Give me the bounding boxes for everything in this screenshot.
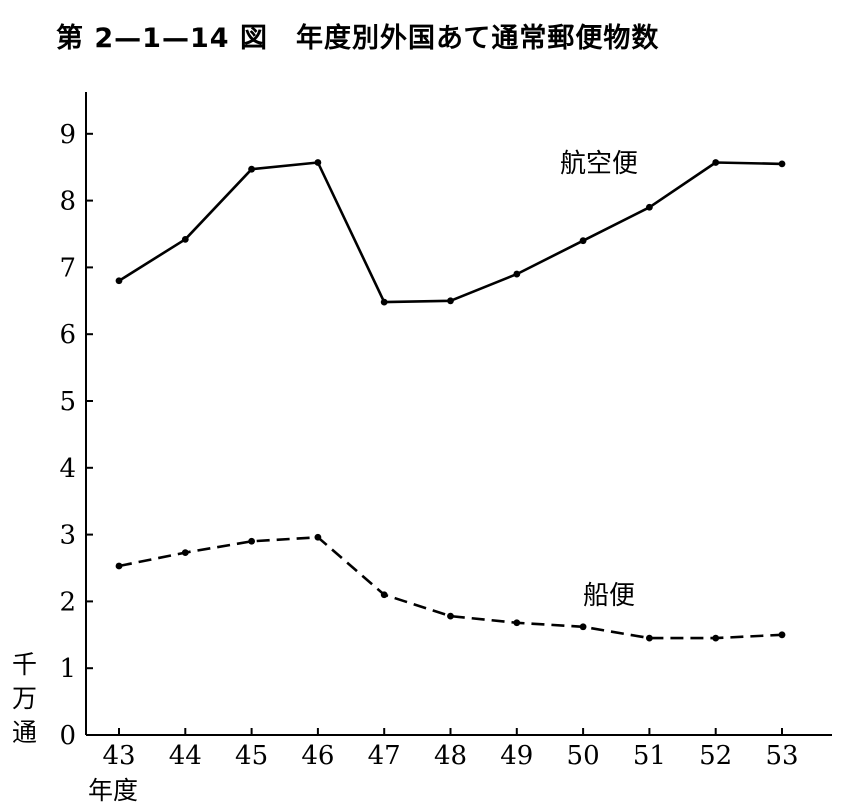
data-point [380, 591, 388, 599]
data-point [646, 634, 653, 642]
data-point [314, 533, 322, 541]
data-point [778, 631, 786, 639]
series-line-2 [118, 535, 783, 640]
data-point [314, 159, 322, 166]
y-tick-label: 8 [59, 187, 76, 217]
data-point [712, 634, 720, 642]
x-tick-label: 52 [699, 741, 732, 771]
series-lines [115, 159, 786, 642]
y-axis-unit-char: 万 [12, 684, 37, 713]
y-tick-label: 1 [59, 654, 76, 684]
data-point [778, 160, 786, 168]
data-point [181, 549, 189, 557]
x-tick-label: 50 [567, 741, 600, 771]
series-line-1 [118, 161, 783, 304]
y-tick-label: 5 [59, 387, 76, 417]
y-tick-label: 6 [59, 320, 76, 350]
data-point [646, 203, 653, 211]
y-tick-label: 0 [59, 721, 76, 751]
data-point [115, 277, 123, 285]
x-tick-label: 45 [235, 741, 268, 771]
data-point [115, 562, 123, 570]
data-point [248, 537, 256, 545]
x-tick-label: 48 [434, 741, 467, 771]
chart-title: 第 2—1—14 図 年度別外国あて通常郵便物数 [56, 23, 660, 54]
axes [85, 92, 832, 736]
data-point [380, 298, 388, 306]
y-tick-label: 2 [59, 587, 76, 617]
x-tick-label: 47 [368, 741, 401, 771]
data-point [447, 297, 454, 305]
x-tick-label: 46 [301, 741, 334, 771]
x-tick-label: 49 [500, 741, 533, 771]
x-tick-label: 43 [102, 741, 135, 771]
x-tick-label: 44 [169, 741, 202, 771]
series-label-1: 航空便 [560, 149, 638, 179]
y-axis-unit-char: 通 [12, 718, 37, 747]
data-point [447, 612, 454, 620]
y-tick-label: 9 [59, 120, 76, 150]
data-point [712, 159, 720, 166]
x-tick-label: 51 [633, 741, 666, 771]
data-point [248, 165, 256, 173]
x-axis-unit: 年度 [88, 776, 138, 805]
x-tick-label: 53 [765, 741, 798, 771]
x-ticks: 43 44 45 46 47 48 49 50 51 52 53 [102, 728, 799, 771]
series-label-2: 船便 [583, 581, 635, 611]
y-tick-label: 4 [59, 454, 76, 484]
y-tick-label: 3 [59, 521, 76, 551]
data-point [181, 235, 189, 243]
data-point [513, 270, 521, 278]
data-point [579, 237, 587, 245]
data-point [513, 619, 521, 627]
y-tick-label: 7 [59, 253, 76, 283]
y-axis-unit-char: 千 [12, 650, 37, 679]
y-ticks: 0 1 2 3 4 5 6 7 8 9 [59, 120, 93, 751]
data-point [579, 623, 587, 631]
